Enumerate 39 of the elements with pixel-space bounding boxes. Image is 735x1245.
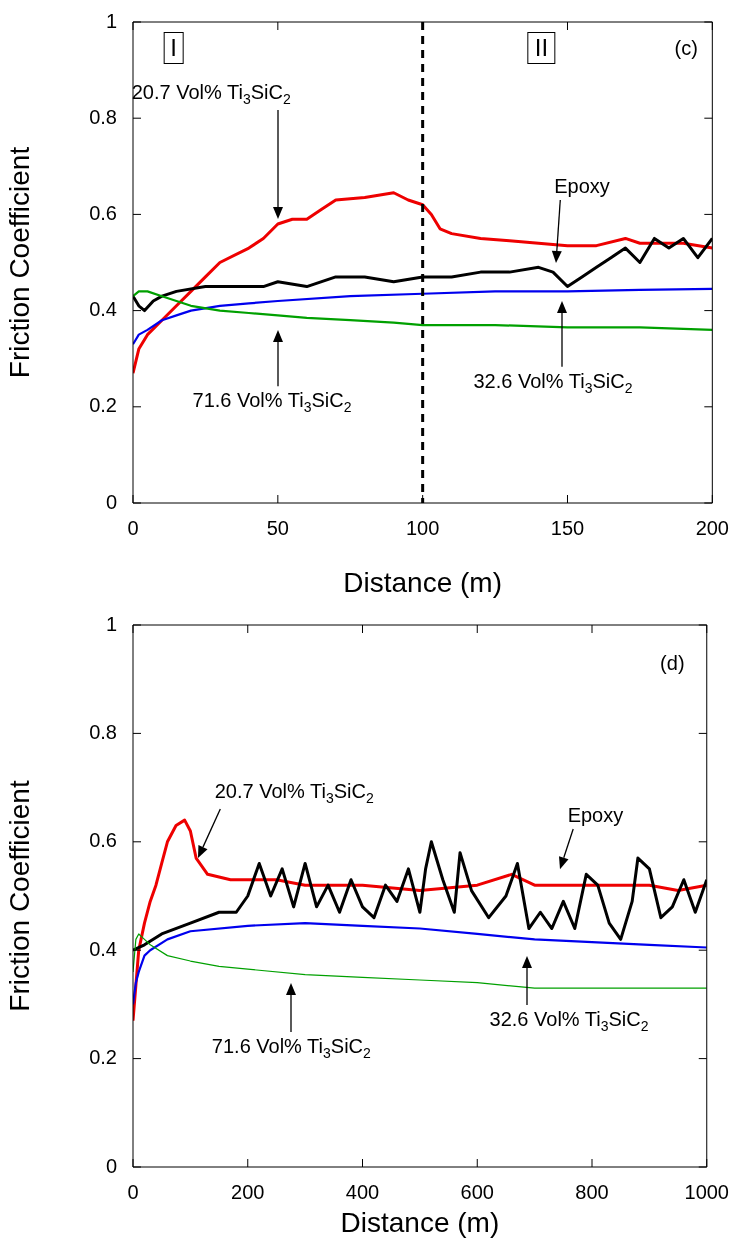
x-tick-label: 400 [345, 1180, 380, 1203]
y-tick-label: 0.8 [89, 720, 117, 743]
y-tick-label: 0.2 [89, 1046, 117, 1069]
annotation: I [163, 32, 184, 65]
x-tick-label: 200 [695, 516, 729, 539]
x-axis-title: Distance (m) [340, 1206, 500, 1238]
annotation: 71.6 Vol% Ti$_{3}$SiC$_{2}$ [211, 1034, 371, 1061]
x-tick-label: 100 [405, 516, 440, 539]
y-tick-label: 0 [105, 490, 117, 513]
y-tick-label: 0.6 [89, 201, 117, 224]
x-tick-label: 200 [231, 1180, 265, 1203]
annotation: 20.7 Vol% Ti$_{3}$SiC$_{2}$ [214, 780, 374, 807]
annotation: 32.6 Vol% Ti$_{3}$SiC$_{2}$ [489, 1007, 649, 1034]
y-axis-title: Friction Coefficient [3, 146, 35, 379]
y-tick-label: 0.4 [89, 937, 117, 960]
annotation: 71.6 Vol% Ti$_{3}$SiC$_{2}$ [192, 388, 352, 415]
y-tick-label: 0.2 [89, 394, 117, 417]
y-tick-label: 0.6 [89, 829, 117, 852]
x-axis-title: Distance (m) [343, 566, 503, 598]
annotation: Epoxy [554, 174, 610, 197]
x-tick-label: 0 [127, 1180, 139, 1203]
annotation: 20.7 Vol% Ti$_{3}$SiC$_{2}$ [131, 81, 291, 108]
annotation: II [527, 32, 556, 65]
x-tick-label: 50 [266, 516, 289, 539]
y-tick-label: 0.8 [89, 105, 117, 128]
annotation: 32.6 Vol% Ti$_{3}$SiC$_{2}$ [473, 369, 633, 396]
x-tick-label: 0 [127, 516, 139, 539]
y-tick-label: 0 [105, 1154, 117, 1177]
y-tick-label: 1 [105, 612, 117, 635]
x-tick-label: 150 [550, 516, 585, 539]
annotation: Epoxy [567, 803, 624, 826]
annotation: (d) [660, 651, 685, 674]
annotation: (c) [674, 37, 698, 60]
x-tick-label: 600 [460, 1180, 494, 1203]
y-axis-title: Friction Coefficient [3, 780, 35, 1012]
y-tick-label: 0.4 [89, 298, 117, 321]
x-tick-label: 1000 [684, 1180, 729, 1203]
y-tick-label: 1 [105, 9, 117, 32]
x-tick-label: 800 [575, 1180, 609, 1203]
